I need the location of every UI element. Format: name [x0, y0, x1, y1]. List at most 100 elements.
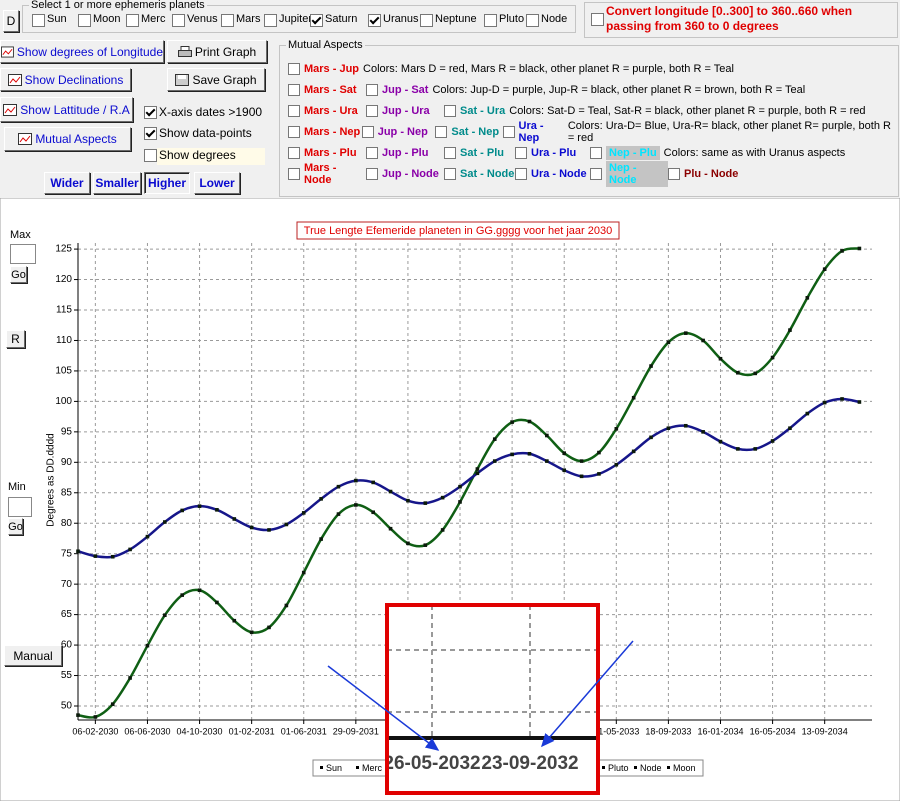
lower-button[interactable]: Lower — [194, 172, 240, 194]
aspect-checkbox[interactable] — [444, 168, 456, 180]
planet-checkbox[interactable] — [32, 14, 45, 27]
aspect-checkbox[interactable] — [288, 105, 300, 117]
aspect-option[interactable]: Mars - Ura — [288, 105, 366, 117]
arrow — [327, 665, 440, 751]
aspect-checkbox[interactable] — [288, 126, 300, 138]
aspect-label: Jup - Sat — [382, 84, 429, 96]
aspect-option[interactable]: Jup - Ura — [366, 105, 444, 117]
mutual-button[interactable]: Mutual Aspects — [4, 127, 131, 151]
aspect-option[interactable]: Sat - Nep — [435, 126, 502, 138]
aspect-checkbox[interactable] — [366, 105, 378, 117]
smaller-button[interactable]: Smaller — [93, 172, 141, 194]
aspect-checkbox[interactable] — [590, 168, 602, 180]
aspect-checkbox[interactable] — [366, 168, 378, 180]
latitude-button[interactable]: Show Lattitude / R.A — [0, 97, 133, 122]
declinations-button[interactable]: Show Declinations — [0, 68, 131, 91]
min-input[interactable] — [8, 497, 32, 517]
aspect-checkbox[interactable] — [366, 147, 378, 159]
aspect-option[interactable]: Jup - Plu — [366, 147, 444, 159]
d-button[interactable]: D — [3, 10, 19, 32]
button-label: Show Lattitude / R.A — [20, 102, 130, 117]
aspect-checkbox[interactable] — [444, 147, 456, 159]
planet-checkbox[interactable] — [484, 14, 497, 27]
planet-checkbox[interactable] — [78, 14, 91, 27]
wider-button[interactable]: Wider — [44, 172, 90, 194]
aspect-option[interactable]: Sat - Ura — [444, 105, 505, 117]
aspect-option[interactable]: Nep - Node — [590, 161, 668, 187]
aspect-option[interactable]: Ura - Plu — [515, 147, 590, 159]
planet-checkbox[interactable] — [310, 14, 323, 27]
aspect-option[interactable]: Ura - Nep — [502, 120, 564, 144]
aspect-option[interactable]: Jup - Nep — [361, 126, 436, 138]
data-point — [527, 419, 532, 424]
data-point — [371, 510, 375, 515]
planet-checkbox[interactable] — [172, 14, 185, 27]
planet-checkbox[interactable] — [221, 14, 234, 27]
aspect-option[interactable]: Mars - Nep — [288, 126, 362, 138]
data-point — [736, 447, 740, 451]
aspect-label: Sat - Nep — [451, 126, 500, 138]
go-min-button[interactable]: Go — [8, 518, 23, 535]
aspect-checkbox[interactable] — [288, 147, 300, 159]
data-point — [840, 249, 844, 253]
icon — [7, 73, 22, 86]
aspect-option[interactable]: Plu - Node — [668, 168, 738, 180]
button-label: Save Graph — [192, 72, 257, 87]
max-label: Max — [10, 229, 31, 241]
aspect-checkbox[interactable] — [288, 168, 300, 180]
x-tick-label: 18-09-2033 — [645, 726, 691, 736]
print-button[interactable]: Print Graph — [167, 40, 267, 63]
aspect-option[interactable]: Sat - Plu — [444, 147, 515, 159]
data-point — [614, 462, 619, 467]
save-button[interactable]: Save Graph — [167, 68, 265, 91]
aspect-label: Mars - Sat — [304, 84, 357, 96]
option-checkbox[interactable] — [144, 149, 157, 162]
option-checkbox[interactable] — [144, 127, 157, 140]
data-point — [354, 478, 358, 483]
data-point — [458, 484, 462, 489]
aspect-checkbox[interactable] — [361, 126, 374, 138]
aspect-option[interactable]: Jup - Node — [366, 168, 444, 180]
data-point — [284, 522, 289, 527]
data-point — [666, 340, 671, 345]
aspect-checkbox[interactable] — [515, 147, 527, 159]
max-input[interactable] — [10, 244, 36, 264]
aspect-option[interactable]: Mars - Plu — [288, 147, 366, 159]
option-checkbox[interactable] — [144, 106, 157, 119]
aspect-option[interactable]: Mars - Node — [288, 162, 366, 186]
higher-button[interactable]: Higher — [144, 172, 190, 194]
chart: True Lengte Efemeride planeten in GG.ggg… — [0, 198, 900, 801]
button-label: Mutual Aspects — [35, 132, 117, 146]
planet-checkbox[interactable] — [526, 14, 539, 27]
aspect-checkbox[interactable] — [515, 168, 527, 180]
aspect-option[interactable]: Ura - Node — [515, 168, 590, 180]
convert-checkbox[interactable] — [591, 13, 604, 26]
aspect-option[interactable]: Mars - Jup — [288, 63, 359, 75]
aspect-option[interactable]: Nep - Plu — [590, 146, 660, 160]
aspect-option[interactable]: Mars - Sat — [288, 84, 366, 96]
planet-label: Node — [541, 13, 568, 25]
longitude-button[interactable]: Show degrees of Longitude — [0, 40, 164, 63]
aspect-checkbox[interactable] — [444, 105, 456, 117]
manual-button[interactable]: Manual — [4, 645, 62, 666]
planet-checkbox[interactable] — [368, 14, 381, 27]
planet-label: Sun — [47, 13, 67, 25]
aspect-checkbox[interactable] — [288, 84, 300, 96]
go-max-button[interactable]: Go — [10, 266, 27, 283]
reset-button[interactable]: R — [6, 330, 25, 348]
aspect-option[interactable]: Sat - Node — [444, 168, 515, 180]
aspect-option[interactable]: Jup - Sat — [366, 84, 428, 96]
planet-checkbox[interactable] — [264, 14, 277, 27]
planet-checkbox[interactable] — [420, 14, 433, 27]
aspect-checkbox[interactable] — [668, 168, 680, 180]
data-point — [579, 459, 584, 463]
aspect-checkbox[interactable] — [502, 126, 515, 138]
aspect-checkbox[interactable] — [435, 126, 448, 138]
aspect-checkbox[interactable] — [288, 63, 300, 75]
data-point — [631, 449, 636, 454]
aspect-checkbox[interactable] — [590, 147, 602, 159]
planet-checkbox[interactable] — [126, 14, 139, 27]
icon — [18, 133, 33, 145]
data-point — [649, 435, 653, 440]
aspect-checkbox[interactable] — [366, 84, 378, 96]
